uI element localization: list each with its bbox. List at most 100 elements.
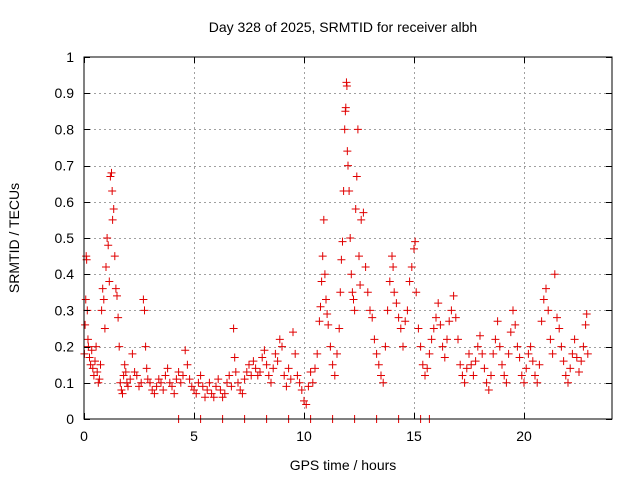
data-point (159, 386, 168, 395)
data-point (97, 306, 106, 315)
data-point (251, 364, 260, 373)
data-point (330, 371, 339, 380)
data-point (311, 364, 319, 373)
data-point (98, 284, 107, 293)
data-point (355, 252, 363, 261)
data-point (548, 349, 557, 358)
data-point (410, 244, 418, 253)
data-point (304, 382, 313, 391)
data-point (493, 317, 502, 326)
data-point (94, 378, 103, 387)
data-point (108, 186, 117, 195)
data-point (363, 288, 372, 297)
y-tick-label: 0.1 (55, 375, 75, 391)
data-point (291, 349, 300, 358)
data-point (333, 349, 341, 358)
data-point (498, 360, 506, 369)
data-point (572, 353, 581, 362)
data-point (88, 364, 97, 373)
data-point (242, 367, 251, 376)
data-point (92, 342, 101, 351)
data-point (399, 342, 407, 351)
data-point (319, 215, 328, 224)
data-point (471, 357, 480, 366)
data-point (338, 237, 347, 246)
data-point (128, 349, 137, 358)
data-point (117, 386, 126, 395)
data-point (99, 295, 108, 304)
data-point (582, 310, 591, 319)
data-point (297, 386, 306, 395)
data-point (220, 389, 229, 398)
data-point (295, 378, 304, 387)
data-point (185, 375, 194, 384)
data-point (280, 371, 289, 380)
data-point (401, 317, 410, 326)
y-tick-label: 0.9 (55, 85, 75, 101)
data-point (161, 371, 170, 380)
data-point (205, 378, 214, 387)
data-point (539, 295, 548, 304)
data-point (282, 382, 291, 391)
data-point (535, 360, 544, 369)
data-point (389, 262, 398, 271)
data-point (480, 364, 489, 373)
data-point (126, 375, 135, 384)
axes: 00.10.20.30.40.50.60.70.80.910 5 10 15 20 (55, 49, 612, 444)
data-point (465, 349, 473, 358)
data-point (323, 310, 332, 319)
data-point (110, 252, 119, 261)
data-point (240, 375, 249, 384)
data-point (336, 288, 345, 297)
data-point (326, 342, 335, 351)
data-point (203, 386, 212, 395)
data-point (438, 342, 447, 351)
data-point (275, 335, 284, 344)
data-point (271, 349, 280, 358)
data-point (484, 386, 493, 395)
data-point (225, 371, 234, 380)
data-point (394, 313, 403, 322)
x-tick-label: 5 (190, 428, 198, 444)
data-point (179, 371, 187, 380)
data-point (111, 284, 120, 293)
data-point (528, 357, 537, 366)
data-point (340, 125, 349, 134)
data-point (212, 382, 220, 391)
data-point (434, 299, 443, 308)
data-point (351, 205, 360, 214)
data-point (87, 346, 96, 355)
data-point (168, 382, 176, 391)
data-point (103, 234, 112, 242)
data-point (137, 378, 146, 387)
data-point (570, 335, 579, 344)
data-point (403, 306, 412, 315)
data-point (537, 317, 546, 326)
data-point (359, 208, 368, 217)
data-point (449, 291, 458, 300)
data-point (460, 378, 469, 387)
data-point (102, 262, 110, 271)
data-point (418, 360, 427, 369)
data-point (192, 389, 201, 398)
y-tick-label: 0.5 (55, 230, 75, 246)
data-point (273, 357, 282, 366)
data-point (231, 367, 240, 376)
data-point (289, 328, 297, 337)
data-point (509, 306, 517, 315)
data-point (517, 371, 526, 380)
data-point (361, 262, 370, 271)
data-point (583, 349, 592, 358)
grid-lines (84, 57, 612, 419)
data-point (542, 284, 550, 293)
data-point (316, 302, 325, 311)
data-point (557, 342, 566, 351)
data-point (302, 400, 311, 409)
data-point (196, 371, 205, 380)
data-point (234, 378, 242, 387)
data-point (227, 382, 236, 391)
data-point (343, 147, 352, 156)
data-point (109, 205, 118, 214)
y-tick-label: 0.2 (55, 339, 75, 355)
